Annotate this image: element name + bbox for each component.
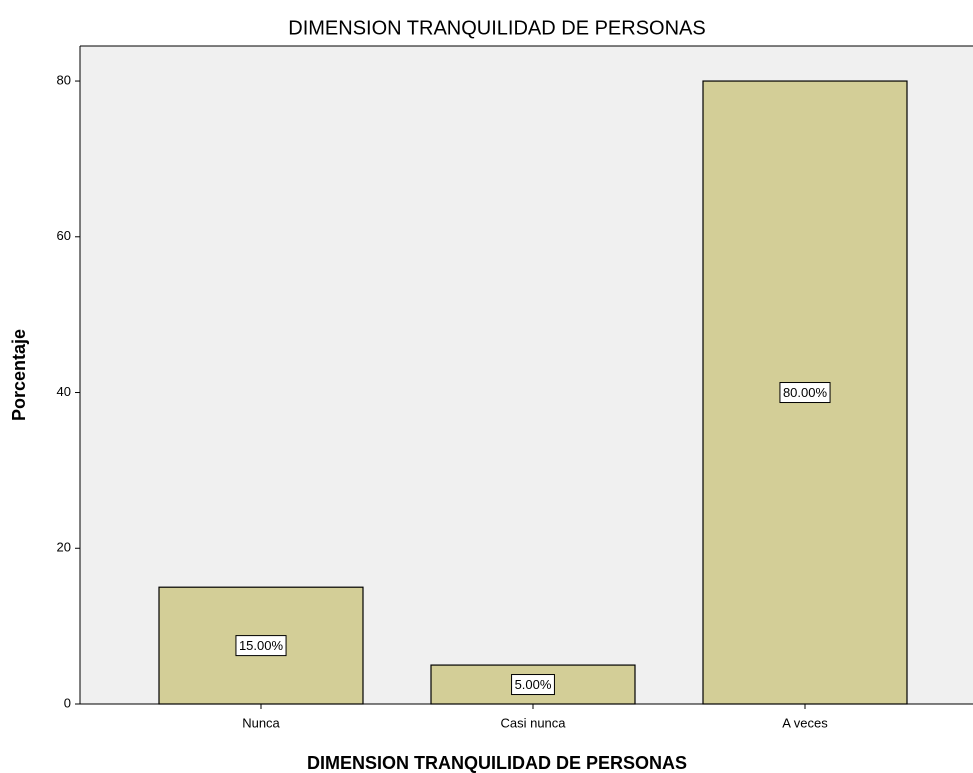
- value-label: 80.00%: [783, 385, 828, 400]
- y-axis-title: Porcentaje: [9, 329, 29, 421]
- value-label-box: [511, 674, 555, 696]
- value-label-box: [779, 382, 831, 404]
- y-tick-label: 0: [64, 695, 71, 710]
- x-tick-label: Nunca: [242, 715, 280, 730]
- x-axis-title: DIMENSION TRANQUILIDAD DE PERSONAS: [307, 753, 687, 773]
- y-tick-label: 20: [57, 540, 71, 555]
- bar: [158, 586, 364, 705]
- x-tick-label: Casi nunca: [500, 715, 566, 730]
- chart-title: DIMENSION TRANQUILIDAD DE PERSONAS: [288, 17, 705, 39]
- y-tick-label: 60: [57, 228, 71, 243]
- y-tick-label: 80: [57, 72, 71, 87]
- x-tick-label: A veces: [782, 715, 828, 730]
- y-tick-label: 40: [57, 384, 71, 399]
- value-label: 5.00%: [515, 677, 552, 692]
- value-label: 15.00%: [239, 638, 284, 653]
- value-label-box: [235, 635, 287, 657]
